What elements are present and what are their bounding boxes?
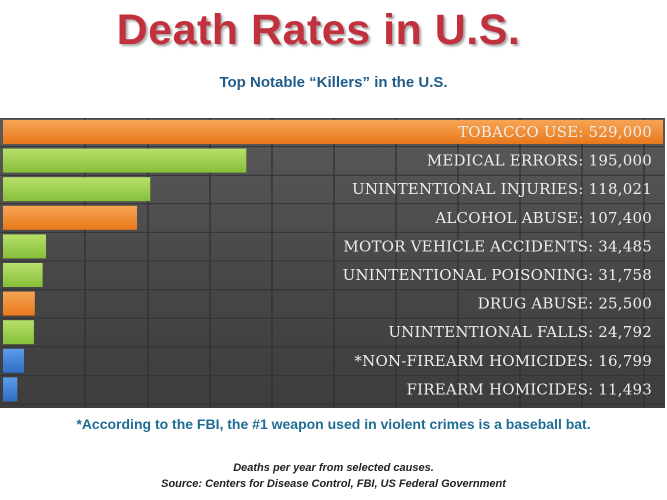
chart-panel: TOBACCO USE: 529,000 MEDICAL ERRORS: 195,… [0, 118, 665, 408]
bar-motor-vehicle-accidents [3, 234, 47, 259]
bar-label: MEDICAL ERRORS: 195,000 [427, 152, 652, 170]
bar-unintentional-falls [3, 320, 34, 345]
bar-drug-abuse [3, 291, 35, 316]
bar-label: *NON-FIREARM HOMICIDES: 16,799 [354, 352, 652, 370]
bar-label: FIREARM HOMICIDES: 11,493 [407, 380, 652, 398]
bar-tobacco-use [3, 120, 663, 144]
caption-source: Source: Centers for Disease Control, FBI… [161, 478, 506, 490]
chart-labels: TOBACCO USE: 529,000 MEDICAL ERRORS: 195,… [343, 123, 652, 398]
chart-subtitle: Top Notable “Killers” in the U.S. [219, 74, 448, 91]
chart-grid [0, 118, 665, 408]
chart-title: Death Rates in U.S. [116, 6, 521, 54]
bar-label: ALCOHOL ABUSE: 107,400 [434, 209, 652, 227]
bar-chart: TOBACCO USE: 529,000 MEDICAL ERRORS: 195,… [0, 118, 665, 408]
bar-firearm-homicides [3, 377, 18, 402]
bar-non-firearm-homicides [3, 348, 24, 373]
bar-medical-errors [3, 148, 247, 173]
chart-bars [3, 120, 663, 402]
caption-description: Deaths per year from selected causes. [233, 462, 434, 474]
bar-unintentional-injuries [3, 177, 151, 202]
bar-label: UNINTENTIONAL POISONING: 31,758 [343, 266, 652, 284]
bar-label: TOBACCO USE: 529,000 [458, 123, 652, 141]
bar-alcohol-abuse [3, 205, 137, 230]
bar-label: MOTOR VEHICLE ACCIDENTS: 34,485 [343, 237, 652, 255]
bar-label: UNINTENTIONAL FALLS: 24,792 [388, 323, 652, 341]
bar-label: DRUG ABUSE: 25,500 [478, 295, 652, 313]
bar-unintentional-poisoning [3, 263, 43, 287]
bar-label: UNINTENTIONAL INJURIES: 118,021 [352, 180, 652, 198]
footnote: *According to the FBI, the #1 weapon use… [76, 416, 591, 432]
